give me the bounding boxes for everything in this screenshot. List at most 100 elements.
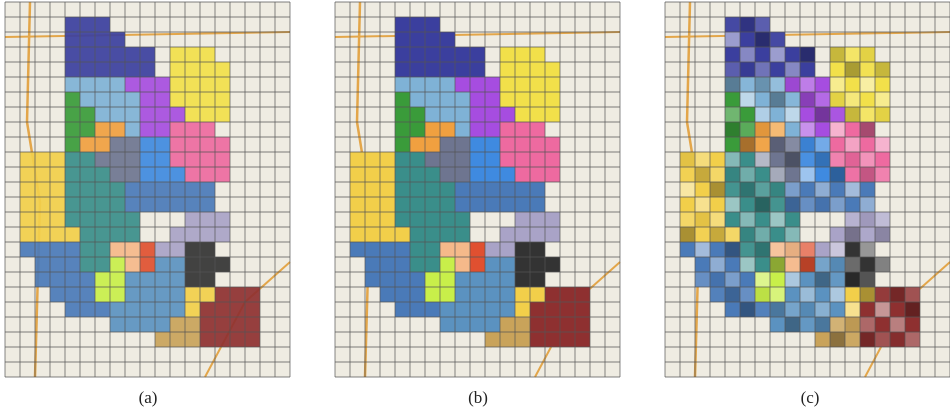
region-cell [110,242,125,257]
region-cell [185,167,200,182]
region-cell [440,167,455,182]
region-cell [110,197,125,212]
region-cell [425,152,440,167]
region-cell [20,242,35,257]
region-cell [410,137,425,152]
region-cell [110,287,125,302]
region-cell [65,62,80,77]
region-cell [110,77,125,92]
region-cell [65,137,80,152]
region-cell [425,197,440,212]
region-cell [800,272,815,287]
cell-shade [815,197,830,212]
region-cell [455,257,470,272]
region-cell [725,257,740,272]
region-cell [800,62,815,77]
region-cell [155,242,170,257]
region-cell [215,62,230,77]
region-cell [185,287,200,302]
region-cell [380,182,395,197]
region-cell [110,227,125,242]
region-cell [365,272,380,287]
region-cell [770,227,785,242]
region-cell [125,77,140,92]
region-cell [515,77,530,92]
region-cell [365,152,380,167]
region-cell [65,92,80,107]
region-cell [185,77,200,92]
region-cell [515,212,530,227]
region-cell [125,242,140,257]
cell-shade [785,242,800,257]
region-cell [410,272,425,287]
map-panel [335,2,620,377]
region-cell [65,32,80,47]
region-cell [470,272,485,287]
region-cell [545,167,560,182]
cell-shade [770,212,785,227]
cell-shade [785,197,800,212]
region-cell [485,317,500,332]
region-cell [95,77,110,92]
cell-shade [770,92,785,107]
region-cell [170,107,185,122]
region-cell [170,167,185,182]
cell-shade [875,107,890,122]
region-cell [170,302,185,317]
region-cell [110,167,125,182]
region-cell [80,302,95,317]
region-cell [785,122,800,137]
region-cell [110,302,125,317]
region-cell [455,137,470,152]
region-cell [530,227,545,242]
region-cell [155,167,170,182]
cell-shade [680,227,695,242]
cell-shade [710,257,725,272]
cell-shade [860,332,875,347]
region-cell [50,257,65,272]
region-cell [170,272,185,287]
cell-shade [785,272,800,287]
region-cell [95,137,110,152]
cell-shade [725,17,740,32]
region-cell [785,167,800,182]
region-cell [425,287,440,302]
region-cell [410,92,425,107]
region-cell [185,47,200,62]
region-cell [515,167,530,182]
region-cell [425,77,440,92]
region-cell [410,47,425,62]
cell-shade [680,212,695,227]
region-cell [215,167,230,182]
region-cell [470,302,485,317]
region-cell [755,212,770,227]
region-cell [425,107,440,122]
region-cell [545,77,560,92]
region-cell [860,302,875,317]
region-cell [200,332,215,347]
region-cell [410,242,425,257]
cell-shade [725,242,740,257]
region-cell [500,182,515,197]
region-cell [500,302,515,317]
cell-shade [785,77,800,92]
region-cell [140,137,155,152]
cell-shade [875,137,890,152]
cell-shade [755,62,770,77]
cell-shade [740,242,755,257]
region-cell [575,317,590,332]
region-cell [35,212,50,227]
cell-shade [860,287,875,302]
region-cell [470,137,485,152]
region-cell [140,257,155,272]
region-cell [785,287,800,302]
cell-shade [830,92,845,107]
region-cell [500,47,515,62]
region-cell [395,47,410,62]
region-cell [575,332,590,347]
region-cell [155,332,170,347]
cell-shade [725,77,740,92]
region-cell [155,92,170,107]
cell-shade [860,107,875,122]
region-cell [365,197,380,212]
